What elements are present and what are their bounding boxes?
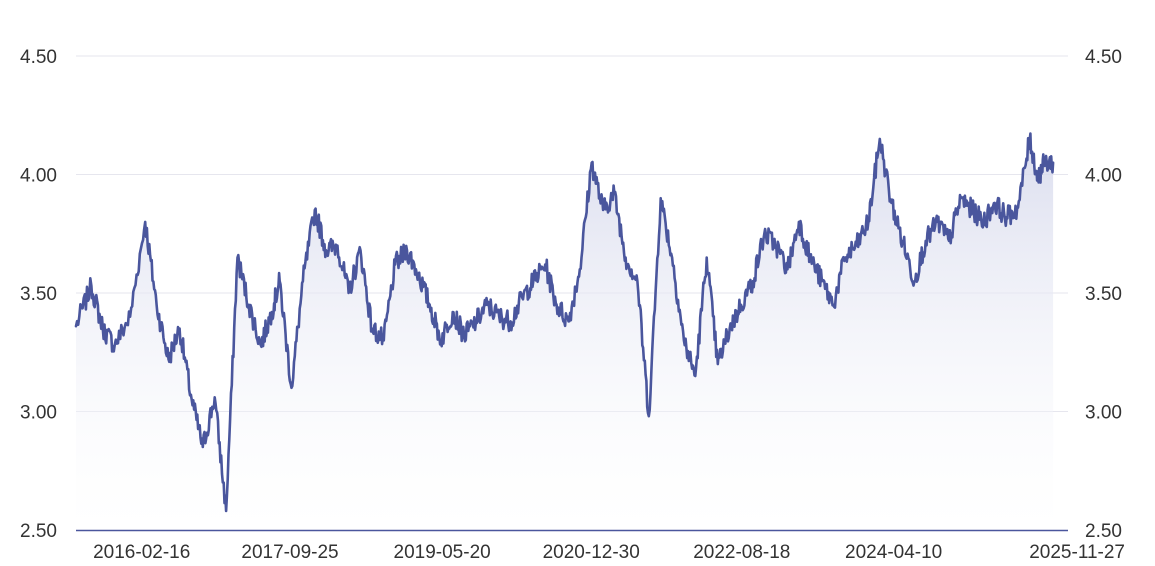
- y-tick-label-left: 2.50: [20, 521, 57, 542]
- y-tick-label-right: 4.50: [1085, 47, 1122, 68]
- x-tick-label: 2019-05-20: [394, 542, 491, 563]
- y-tick-label-left: 3.00: [20, 403, 57, 424]
- y-axis-right: 2.50 3.00 3.50 4.00 4.50: [1085, 47, 1122, 542]
- y-axis-left: 2.50 3.00 3.50 4.00 4.50: [20, 47, 57, 542]
- x-axis-labels: 2016-02-16 2017-09-25 2019-05-20 2020-12-30…: [93, 542, 1125, 563]
- y-tick-label-left: 4.00: [20, 166, 57, 187]
- x-tick-label: 2020-12-30: [543, 542, 640, 563]
- series-line: [74, 132, 1055, 513]
- x-tick-label: 2022-08-18: [693, 542, 790, 563]
- x-tick-label: 2025-11-27: [1029, 542, 1125, 563]
- y-tick-label-left: 3.50: [20, 284, 57, 305]
- y-tick-label-left: 4.50: [20, 47, 57, 68]
- y-tick-label-right: 3.50: [1085, 284, 1122, 305]
- x-tick-label: 2017-09-25: [241, 542, 338, 563]
- series-path: [74, 132, 1055, 513]
- x-tick-label: 2016-02-16: [93, 542, 190, 563]
- y-tick-label-right: 2.50: [1085, 521, 1122, 542]
- x-tick-label: 2024-04-10: [845, 542, 942, 563]
- y-tick-label-right: 4.00: [1085, 166, 1122, 187]
- y-tick-label-right: 3.00: [1085, 403, 1122, 424]
